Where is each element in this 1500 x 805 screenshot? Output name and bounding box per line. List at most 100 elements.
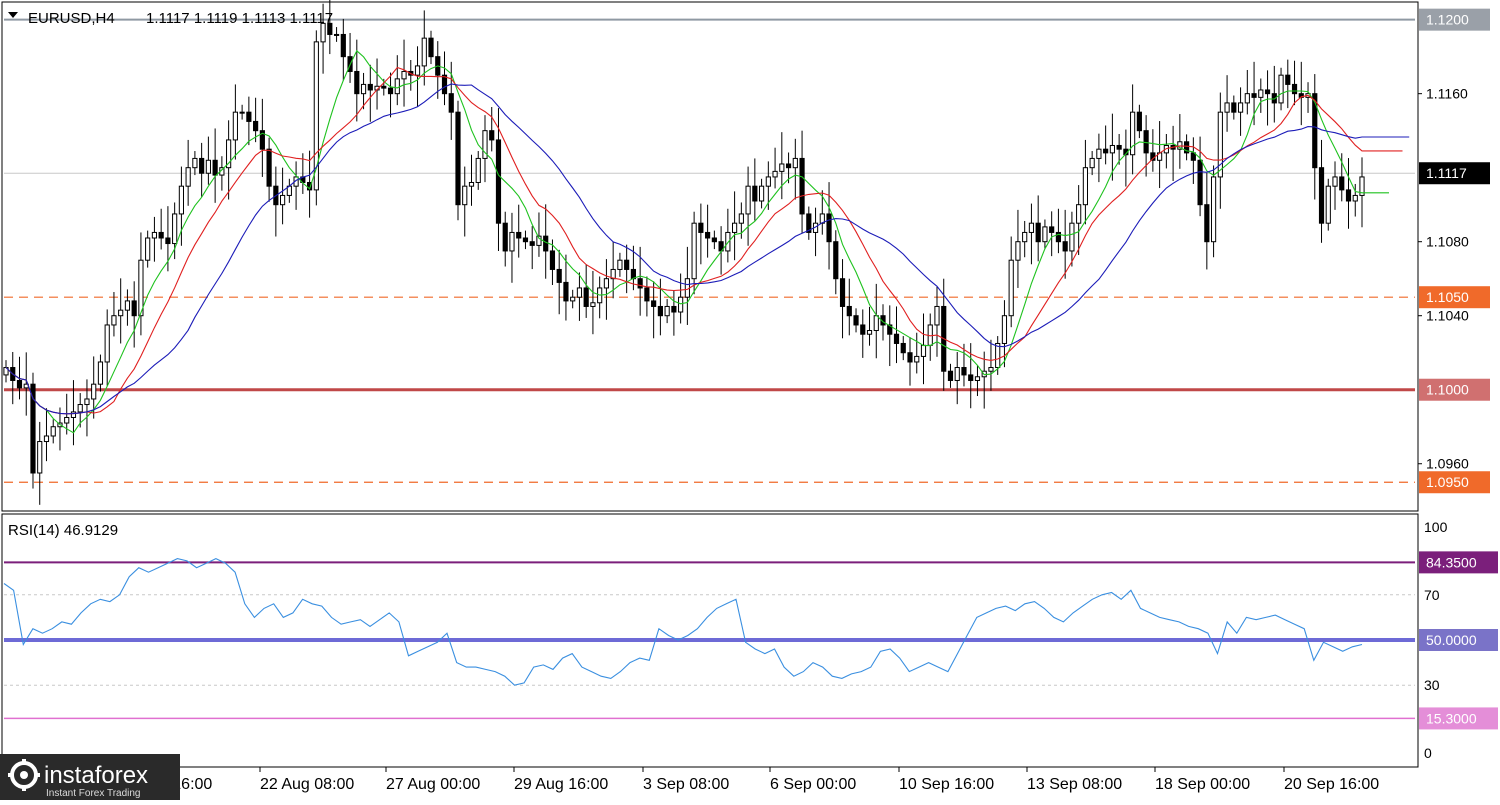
candle — [907, 337, 913, 386]
candle-body-bear — [381, 85, 387, 89]
candle-body-bull — [745, 185, 751, 215]
candle-body-bull — [37, 441, 43, 474]
candle-body-bull — [1130, 111, 1136, 156]
candle-body-bull — [914, 355, 920, 363]
price-levels — [4, 18, 1415, 483]
candle — [340, 18, 346, 81]
candle — [37, 421, 43, 505]
candle — [1224, 75, 1230, 132]
candle-body-bear — [30, 383, 36, 474]
candle — [792, 138, 798, 200]
candle-body-bear — [893, 333, 900, 344]
candle — [1332, 161, 1338, 210]
candle-body-bull — [1109, 144, 1115, 154]
candle-body-bull — [1022, 231, 1028, 243]
candle-body-bear — [354, 70, 360, 95]
rsi-marker-label: 84.3500 — [1426, 554, 1477, 570]
brand-name: instaforex — [44, 762, 148, 789]
candle — [772, 147, 778, 189]
candle-body-bull — [145, 237, 151, 261]
candle — [30, 372, 36, 489]
candle-body-bear — [705, 231, 711, 239]
candle-body-bear — [131, 300, 137, 317]
candle-body-bull — [172, 213, 178, 245]
candle — [576, 272, 583, 321]
candle — [185, 139, 191, 206]
candle-body-bear — [806, 213, 812, 233]
candle-body-bear — [947, 370, 954, 381]
candle-body-bull — [664, 305, 670, 317]
candle — [698, 203, 704, 265]
time-tick-label: 18 Sep 00:00 — [1155, 776, 1250, 793]
candle-body-bear — [1116, 144, 1122, 150]
time-tick-label: 6 Sep 00:00 — [770, 776, 856, 793]
candle-body-bull — [1258, 89, 1264, 98]
candle-body-bear — [1055, 231, 1062, 243]
candle-body-bull — [1210, 176, 1217, 243]
candle — [313, 30, 319, 206]
candle — [1069, 211, 1075, 267]
candle-body-bear — [165, 237, 171, 245]
candle-body-bull — [974, 376, 981, 381]
candle-body-bear — [1318, 167, 1325, 224]
candle — [617, 252, 623, 277]
candle — [1136, 104, 1142, 139]
candle-body-bull — [178, 185, 184, 215]
candle — [131, 281, 137, 348]
candle — [745, 166, 751, 246]
candle-body-bull — [873, 315, 879, 332]
candle — [1278, 67, 1284, 111]
candle-body-bull — [772, 170, 778, 178]
price-tick-label: 1.1080 — [1426, 234, 1469, 250]
candle — [866, 306, 873, 346]
candle — [97, 354, 104, 392]
candle-body-bear — [306, 181, 313, 191]
candle — [664, 299, 670, 324]
candle — [43, 408, 50, 462]
candle-body-bear — [968, 374, 974, 381]
candle — [246, 96, 252, 146]
candle — [280, 167, 286, 225]
candle-body-bull — [360, 83, 367, 95]
rsi-indicator — [3, 557, 1363, 686]
candle — [752, 158, 758, 221]
candle-body-bull — [1325, 185, 1331, 224]
candle-body-bear — [1049, 226, 1055, 233]
dropdown-triangle-icon[interactable] — [8, 12, 18, 18]
candle-body-bear — [502, 222, 508, 252]
candle-body-bull — [104, 324, 110, 363]
candle — [145, 230, 151, 268]
candle-body-bear — [259, 130, 265, 150]
candle — [1055, 208, 1062, 254]
candle — [1271, 65, 1277, 123]
candle — [1008, 236, 1014, 328]
candle — [671, 290, 677, 336]
candle — [1062, 209, 1068, 279]
candle — [266, 137, 272, 202]
candle-body-bull — [934, 305, 940, 326]
candle — [1231, 95, 1237, 120]
candle-body-bear — [340, 33, 346, 58]
candle-body-bull — [603, 278, 610, 289]
candle — [1082, 139, 1088, 225]
candle — [1244, 69, 1250, 115]
candle-body-bull — [320, 22, 326, 43]
candle-body-bull — [232, 111, 238, 141]
candle-body-bull — [1008, 259, 1014, 317]
candle — [1015, 209, 1021, 288]
candle-body-bear — [199, 157, 205, 174]
candle — [1345, 158, 1352, 229]
candle — [785, 152, 792, 184]
candle — [563, 254, 569, 321]
candle — [954, 351, 960, 405]
candle-body-bear — [1103, 148, 1109, 154]
candle-body-bull — [678, 296, 684, 313]
candle-body-bear — [1231, 102, 1237, 113]
candle — [138, 232, 144, 336]
price-marker-label: 1.1117 — [1426, 165, 1467, 181]
candle — [529, 226, 535, 270]
candle — [603, 259, 610, 320]
rsi-marker-label: 15.3000 — [1426, 710, 1477, 726]
